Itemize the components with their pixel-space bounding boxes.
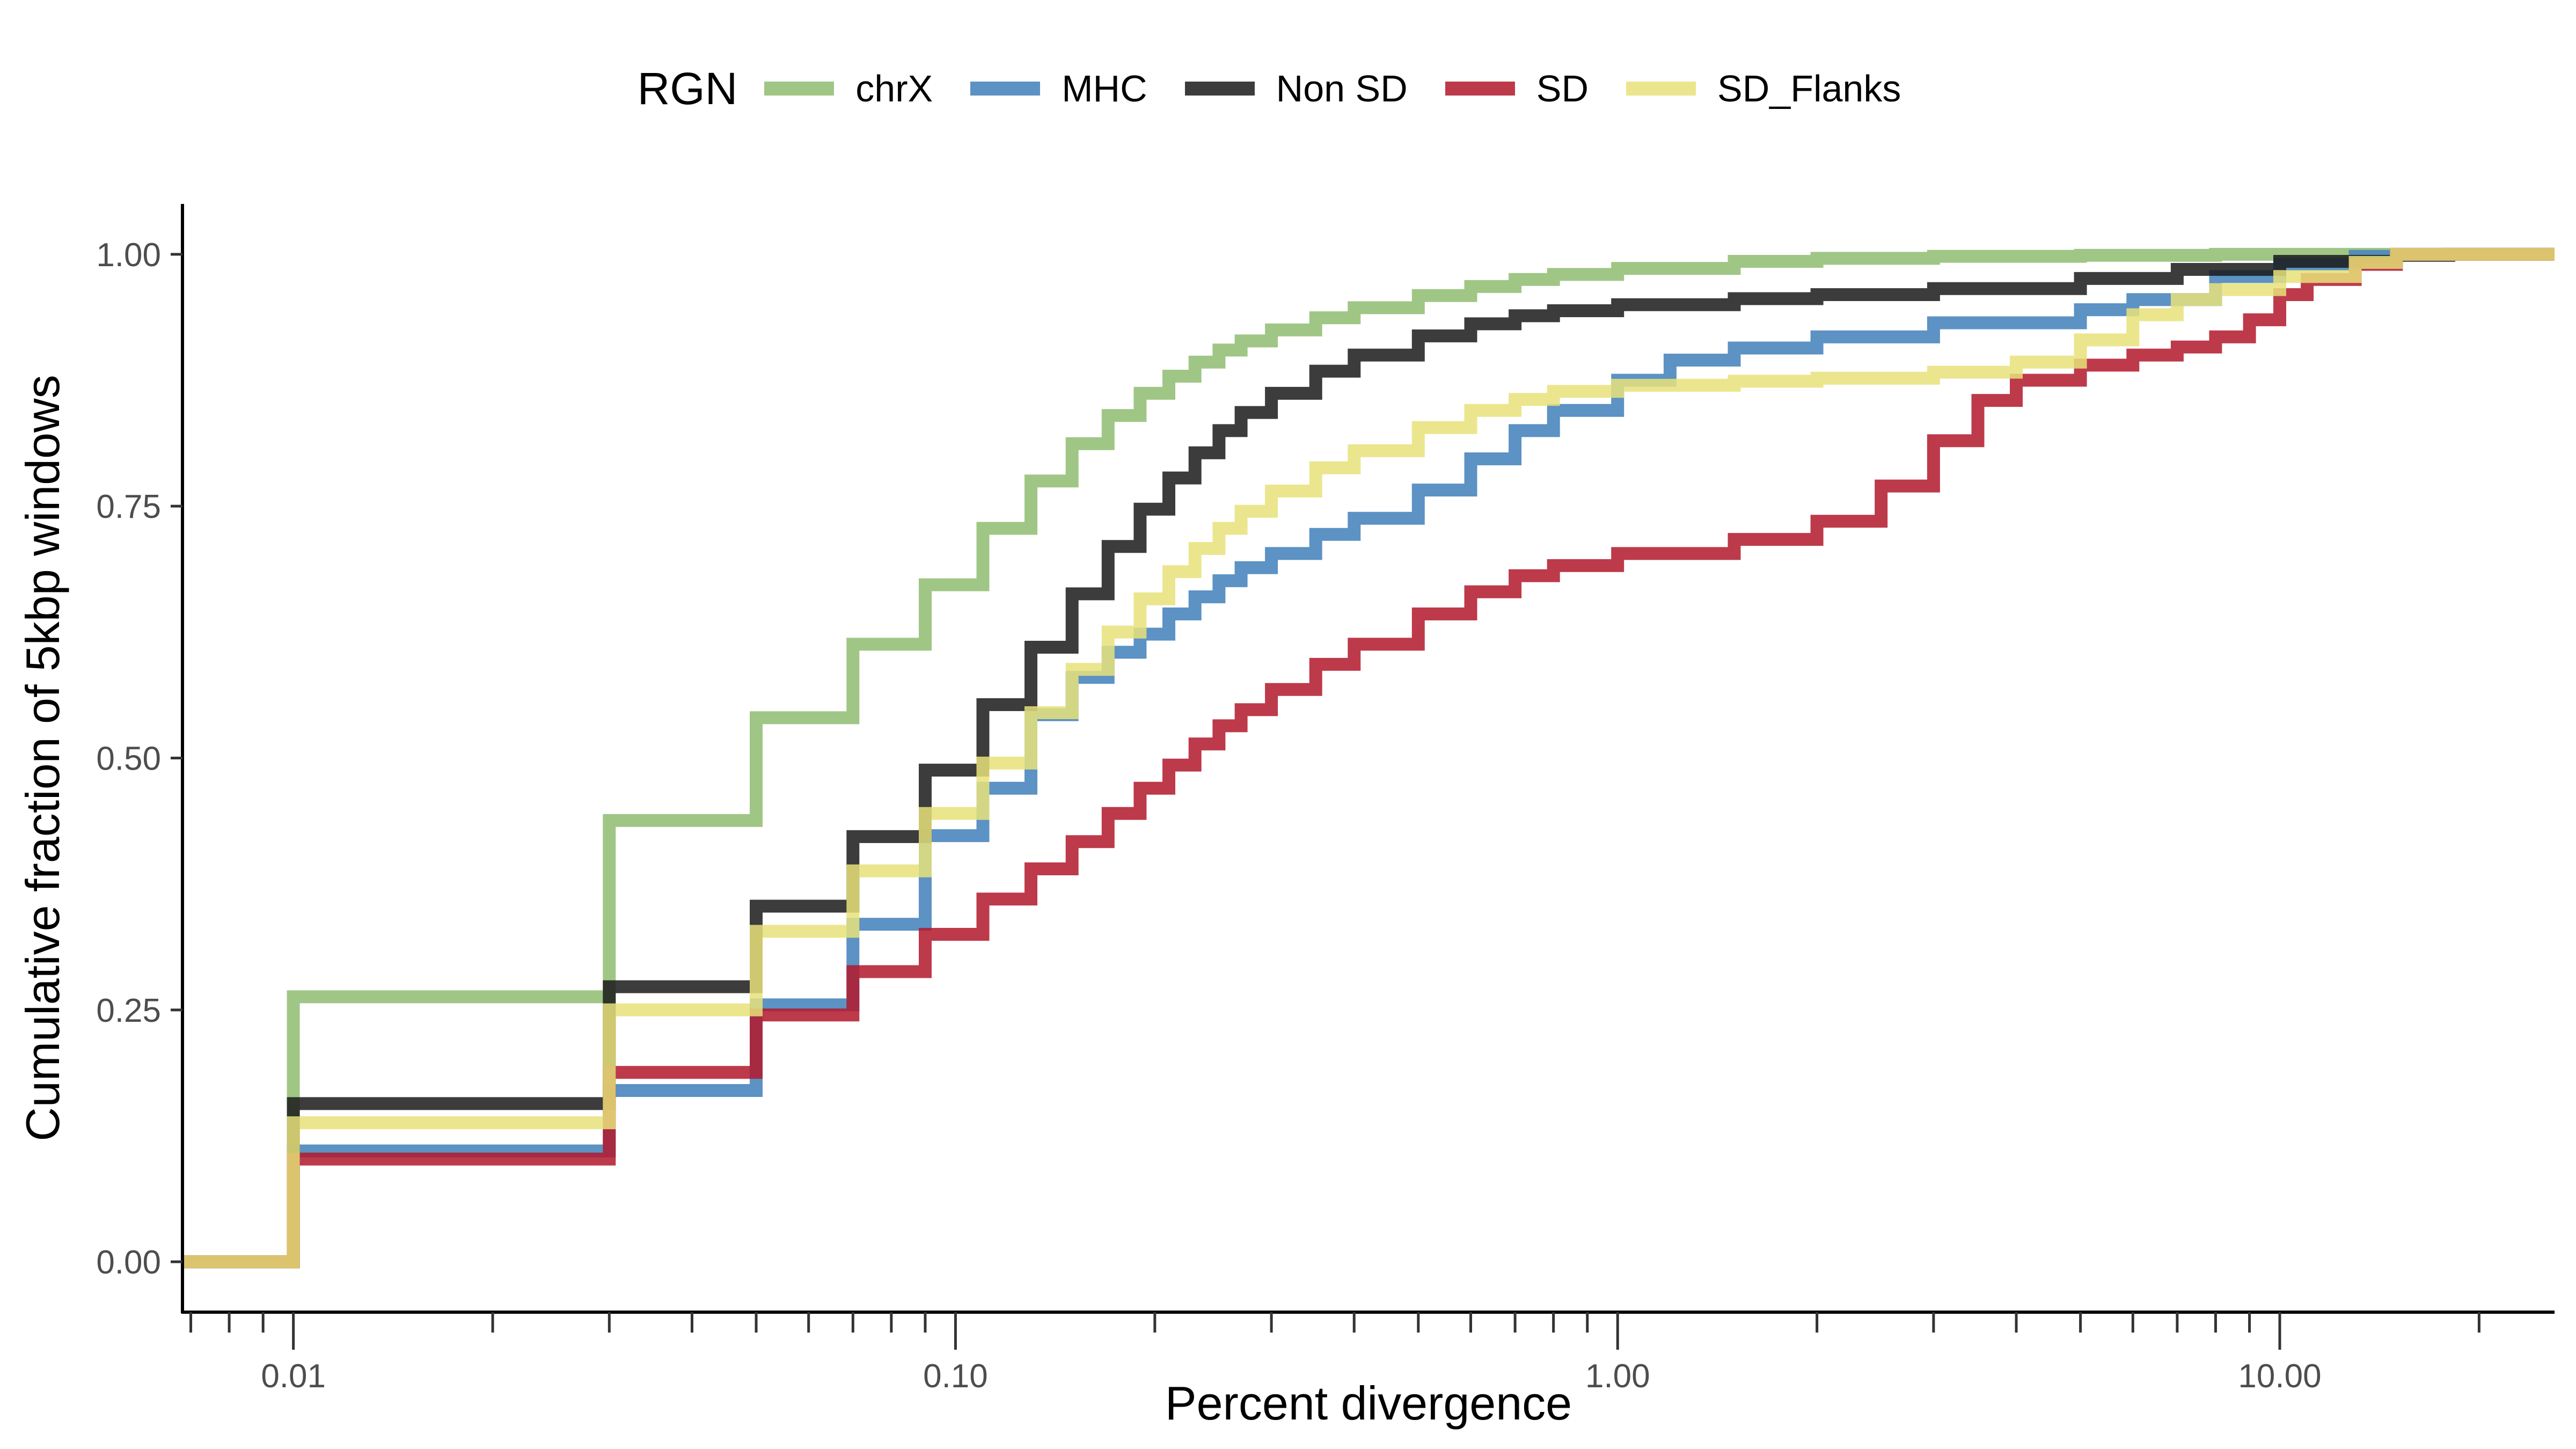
y-tick-label: 0.25: [96, 992, 161, 1029]
series-line-non-sd: [182, 247, 2555, 1269]
legend-label-sd-flanks: SD_Flanks: [1717, 68, 1901, 109]
legend-key-chrx: [764, 82, 835, 96]
y-axis-title: Cumulative fraction of 5kbp windows: [16, 375, 69, 1141]
legend-title: RGN: [637, 63, 738, 114]
x-tick-label: 1.00: [1585, 1358, 1650, 1395]
legend-item-mhc: MHC: [970, 67, 1147, 110]
series-line-chrx: [182, 247, 2555, 1269]
legend-key-non-sd: [1184, 82, 1255, 96]
legend-label-chrx: chrX: [855, 68, 933, 109]
legend-item-sd-flanks: SD_Flanks: [1626, 67, 1901, 110]
y-tick-label: 0.75: [96, 488, 161, 525]
series-line-sd-flanks: [182, 247, 2555, 1269]
legend-label-non-sd: Non SD: [1276, 68, 1408, 109]
legend-label-sd: SD: [1536, 68, 1589, 109]
x-tick-label: 0.01: [261, 1358, 326, 1395]
x-tick-label: 0.10: [923, 1358, 988, 1395]
legend-item-non-sd: Non SD: [1184, 67, 1408, 110]
series-line-mhc: [182, 247, 2555, 1269]
legend-label-mhc: MHC: [1062, 68, 1147, 109]
series-layer: [182, 247, 2555, 1269]
legend-item-sd: SD: [1445, 67, 1589, 110]
y-tick-label: 0.00: [96, 1244, 161, 1281]
axes-layer: 0.00 0.25 0.50 0.75 1.00 0.01 0.10 1.00 10.00: [96, 204, 2555, 1395]
x-tick-label: 10.00: [2238, 1358, 2321, 1395]
legend-key-sd-flanks: [1626, 82, 1696, 96]
y-tick-label: 0.50: [96, 741, 161, 778]
legend-key-mhc: [970, 82, 1041, 96]
legend-key-sd: [1445, 82, 1515, 96]
legend-item-chrx: chrX: [764, 67, 933, 110]
series-line-sd: [182, 247, 2555, 1269]
x-axis-title: Percent divergence: [1165, 1377, 1572, 1430]
y-tick-label: 1.00: [96, 237, 161, 274]
legend: RGN chrX MHC Non SD SD SD_Flanks: [0, 51, 2576, 126]
